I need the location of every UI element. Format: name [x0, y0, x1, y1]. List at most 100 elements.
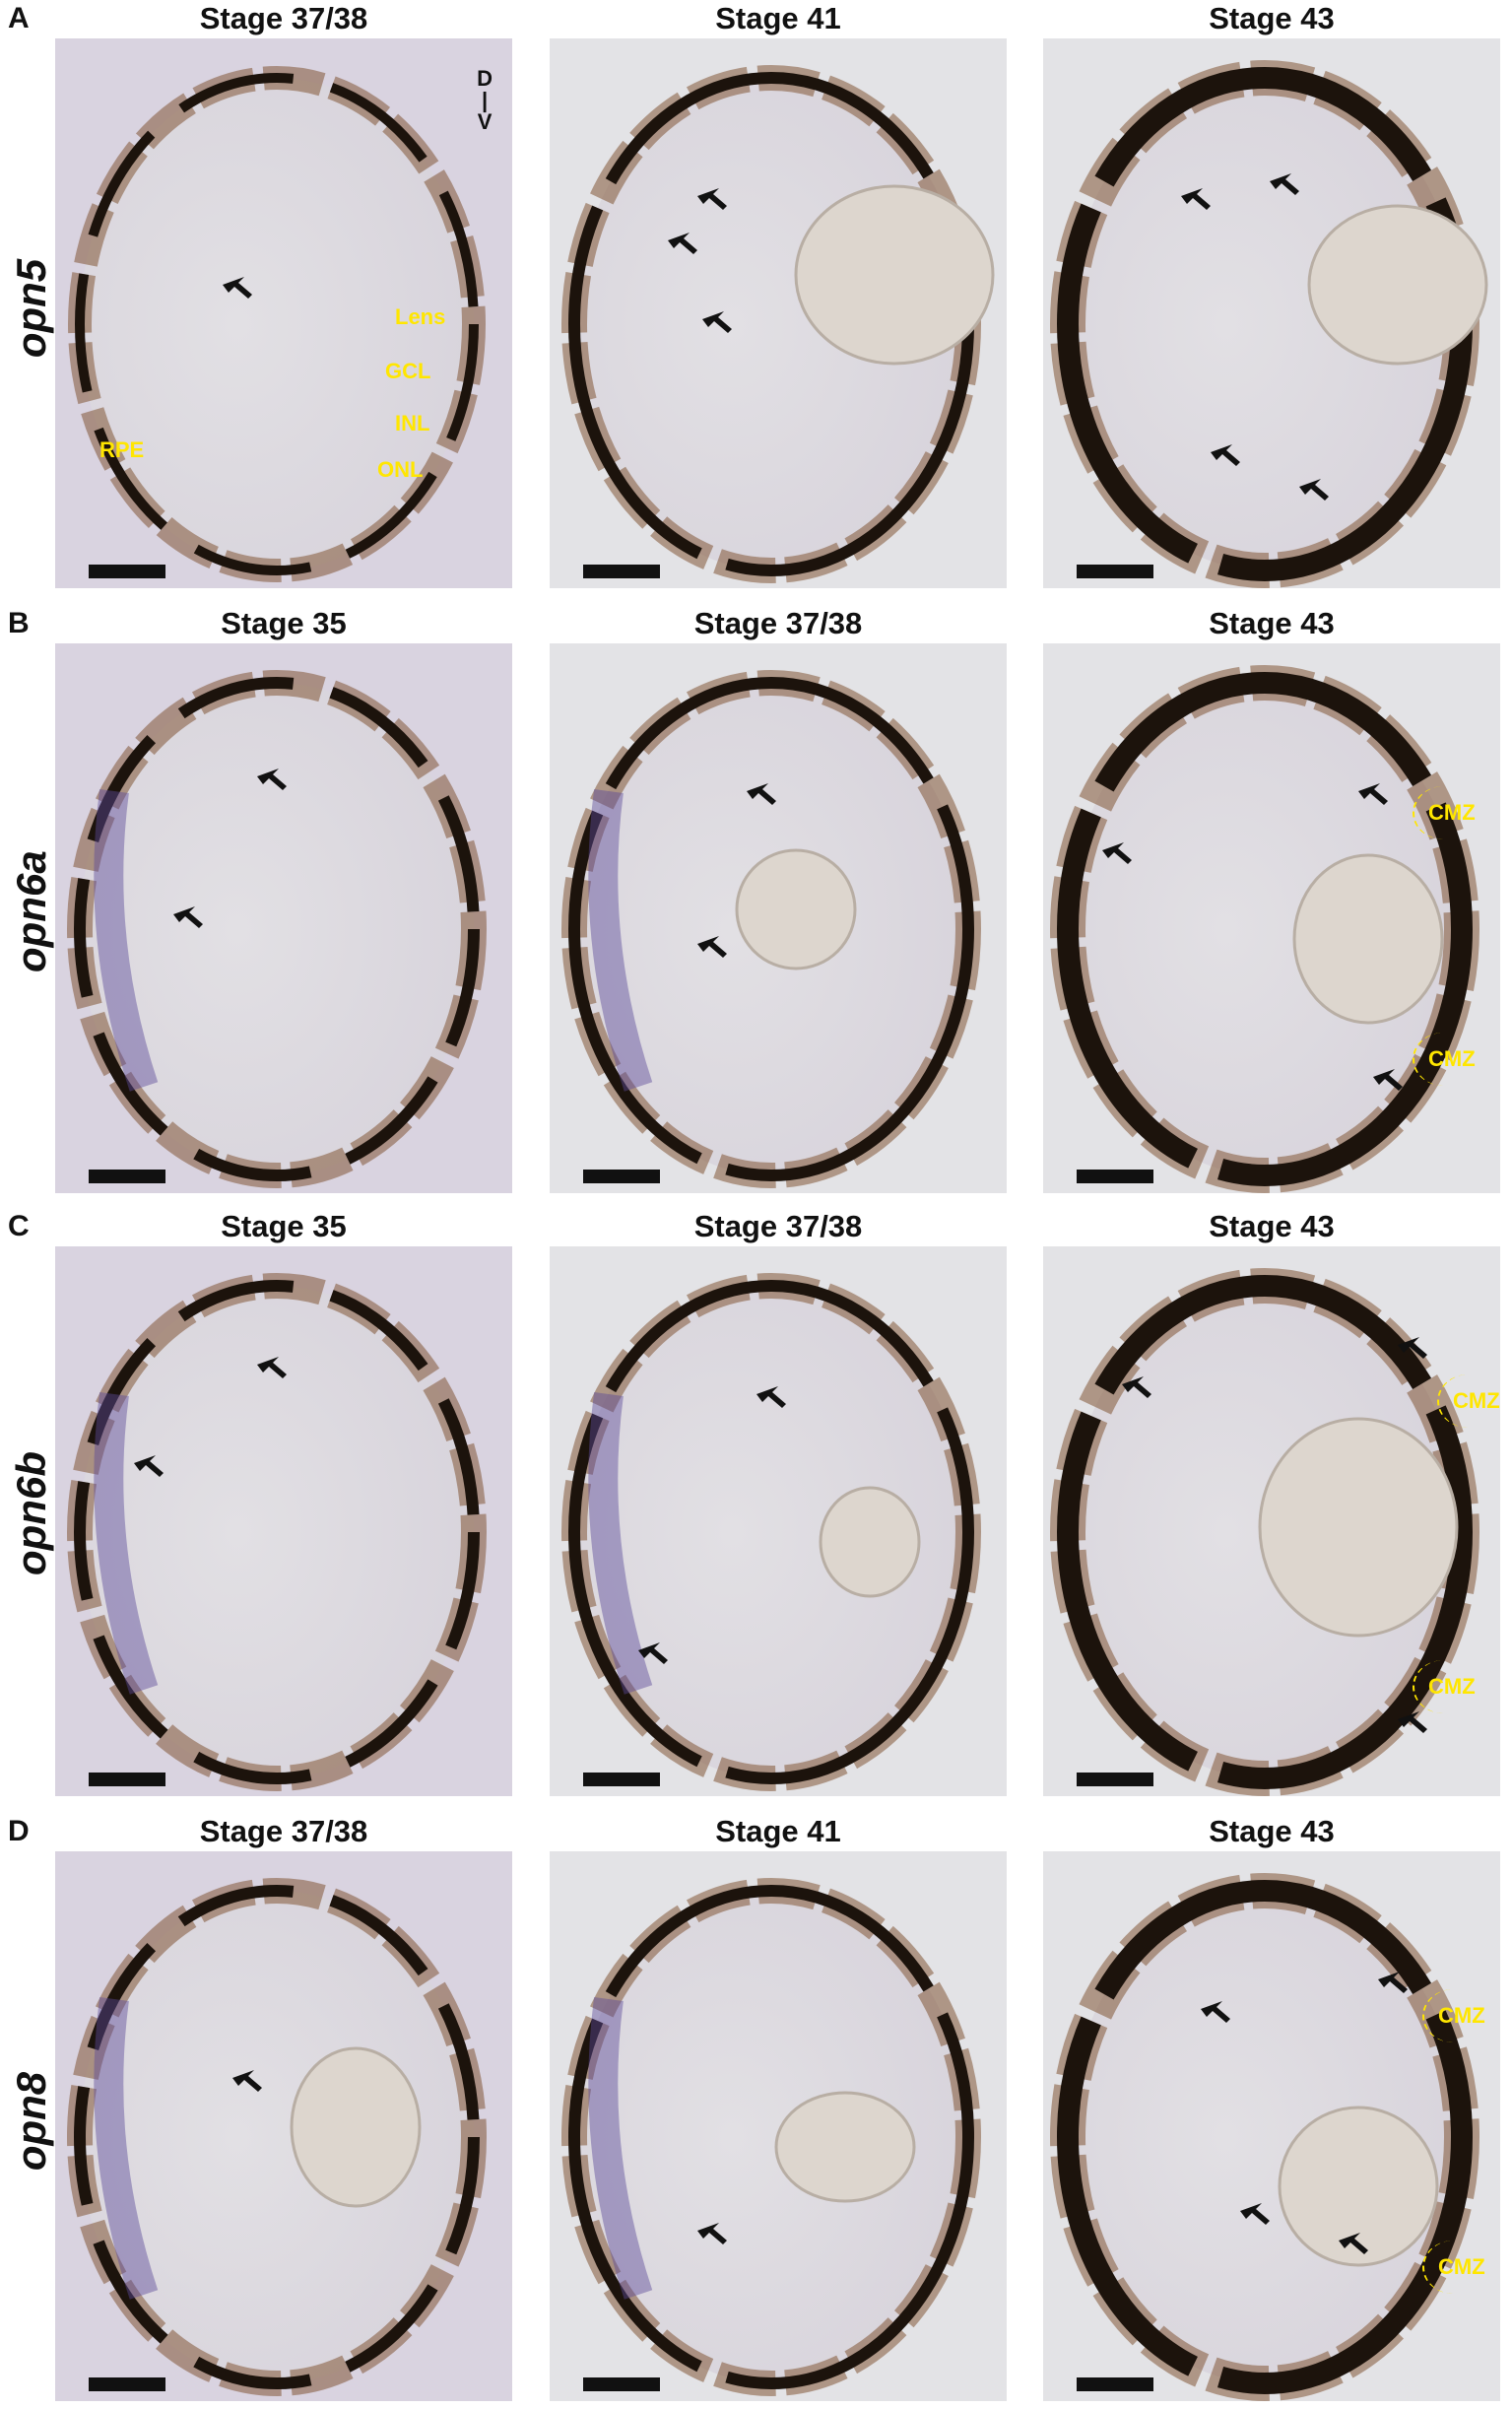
cmz-label: CMZ [1422, 1989, 1485, 2042]
arrow-icon [697, 936, 727, 958]
lens [794, 184, 995, 366]
scale-bar [1077, 565, 1153, 578]
stage-title: Stage 35 [221, 606, 347, 640]
panel-letter: A [8, 2, 30, 34]
micrograph-panel [1043, 38, 1500, 588]
stage-title: Stage 43 [1209, 1209, 1335, 1243]
micrograph-panel [55, 1851, 512, 2401]
arrow-icon [1122, 1376, 1151, 1398]
gene-label: opn6b [8, 1451, 54, 1575]
gene-label: opn6a [8, 850, 54, 972]
pigment-ring [568, 1885, 974, 2389]
scale-bar [1077, 2377, 1153, 2391]
lens [735, 848, 857, 970]
micrograph-panel: CMZ CMZ [1043, 1851, 1500, 2401]
scale-bar [89, 1170, 165, 1183]
scale-bar [583, 1773, 660, 1786]
micrograph-panel [55, 1246, 512, 1796]
stage-title: Stage 37/38 [199, 1814, 368, 1848]
micrograph-panel [550, 38, 1007, 588]
eye-section-image [550, 38, 1007, 588]
stage-title: Stage 43 [1209, 1, 1335, 35]
eye-section-image [55, 1246, 512, 1796]
lens [819, 1486, 921, 1598]
ventral-label: V [477, 109, 493, 134]
micrograph-panel [550, 643, 1007, 1193]
arrow-icon [702, 311, 732, 333]
scale-bar [583, 1170, 660, 1183]
micrograph-panel: CMZ CMZ [1043, 643, 1500, 1193]
micrograph-panel [550, 1851, 1007, 2401]
lens [1307, 204, 1488, 366]
cmz-label: CMZ [1437, 1374, 1500, 1428]
lens [774, 2091, 916, 2203]
scale-bar [89, 565, 165, 578]
stage-title: Stage 35 [221, 1209, 347, 1243]
arrow-icon [1201, 2001, 1230, 2023]
arrow-icon [1398, 1337, 1427, 1359]
panel-letter: B [8, 607, 30, 639]
micrograph-panel: D | V Lens GCL INL ONL RPE [55, 38, 512, 588]
orientation-line: | [481, 88, 489, 112]
label-rpe: RPE [99, 437, 145, 462]
orientation-indicator: D | V [477, 68, 493, 133]
stage-title: Stage 43 [1209, 606, 1335, 640]
arrow-icon [1299, 479, 1329, 501]
arrow-icon [1270, 173, 1299, 195]
scale-bar [89, 1773, 165, 1786]
arrow-icon [173, 906, 203, 928]
scale-bar [89, 2377, 165, 2391]
lens [1278, 2106, 1439, 2267]
pigment-ring [568, 1280, 974, 1784]
lens [290, 2046, 422, 2208]
label-lens: Lens [395, 304, 446, 329]
label-inl: INL [395, 411, 430, 435]
eye-section-image [1043, 38, 1500, 588]
eye-section-image [550, 643, 1007, 1193]
lens [1258, 1417, 1459, 1638]
eye-section-image [55, 38, 512, 588]
cmz-label: CMZ [1422, 2241, 1485, 2294]
arrow-icon [668, 233, 697, 254]
pigment-ring [74, 1280, 480, 1784]
stage-title: Stage 41 [715, 1, 841, 35]
arrow-icon [1398, 1711, 1427, 1733]
micrograph-panel [55, 643, 512, 1193]
pigment-ring [1057, 1880, 1473, 2394]
arrow-icon [223, 277, 252, 299]
arrow-icon [1378, 1972, 1408, 1993]
arrow-icon [134, 1455, 164, 1477]
arrow-icon [1339, 2233, 1368, 2254]
scale-bar [583, 565, 660, 578]
micrograph-panel: CMZ CMZ [1043, 1246, 1500, 1796]
pigment-ring [1057, 1275, 1473, 1789]
arrow-icon [1373, 1069, 1403, 1091]
stage-title: Stage 37/38 [199, 1, 368, 35]
arrow-icon [1102, 842, 1132, 864]
pigment-ring [74, 1885, 480, 2389]
cmz-label: CMZ [1413, 1033, 1476, 1086]
cmz-label: CMZ [1413, 1660, 1476, 1713]
scale-bar [583, 2377, 660, 2391]
label-gcl: GCL [385, 359, 431, 383]
label-onl: ONL [377, 457, 424, 482]
dorsal-label: D [477, 66, 493, 91]
eye-section-image [1043, 643, 1500, 1193]
arrow-icon [1358, 783, 1388, 805]
arrow-icon [747, 783, 776, 805]
stage-title: Stage 41 [715, 1814, 841, 1848]
scale-bar [1077, 1773, 1153, 1786]
eye-section-image [550, 1851, 1007, 2401]
eye-section-image [55, 643, 512, 1193]
panel-letter: D [8, 1815, 30, 1847]
stage-title: Stage 37/38 [693, 1209, 863, 1243]
arrow-icon [756, 1386, 786, 1408]
eye-section-image [1043, 1246, 1500, 1796]
arrow-icon [697, 2223, 727, 2244]
stage-title: Stage 43 [1209, 1814, 1335, 1848]
arrow-icon [257, 769, 287, 790]
micrograph-panel [550, 1246, 1007, 1796]
arrow-icon [697, 188, 727, 210]
arrow-icon [1181, 188, 1211, 210]
arrow-icon [257, 1357, 287, 1378]
